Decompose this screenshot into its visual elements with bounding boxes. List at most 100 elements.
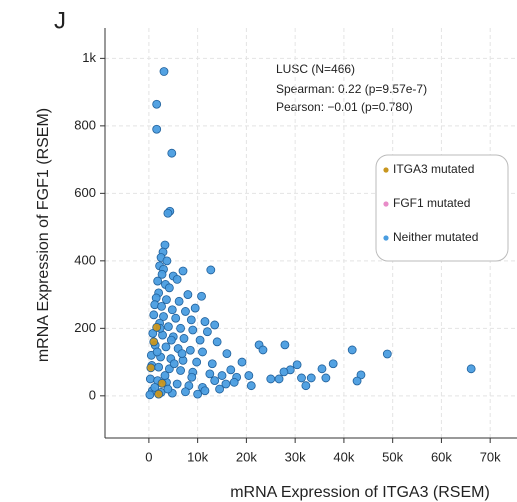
x-tick-label: 20k xyxy=(236,449,257,464)
point xyxy=(207,359,217,369)
point xyxy=(157,378,167,388)
point xyxy=(162,295,171,305)
point xyxy=(217,371,227,380)
point xyxy=(222,349,232,359)
point xyxy=(382,349,392,359)
point xyxy=(152,99,162,109)
point xyxy=(192,357,202,367)
point xyxy=(152,347,162,357)
legend-marker xyxy=(383,201,389,207)
x-tick-label: 70k xyxy=(480,449,501,464)
point xyxy=(237,357,247,367)
point xyxy=(210,376,220,386)
point xyxy=(174,296,184,306)
point xyxy=(297,373,306,383)
point xyxy=(149,310,159,320)
legend: ITGA3 mutated FGF1 mutated Neither mutated xyxy=(375,154,509,262)
point xyxy=(328,359,338,369)
panel-label: J xyxy=(54,7,66,34)
point xyxy=(172,379,182,389)
point xyxy=(321,373,331,383)
point xyxy=(197,291,206,301)
point xyxy=(280,340,290,350)
point xyxy=(166,335,176,345)
point xyxy=(202,327,212,337)
point xyxy=(244,371,254,380)
point xyxy=(167,305,177,315)
point xyxy=(301,381,311,391)
point xyxy=(356,370,366,380)
point xyxy=(159,312,168,321)
annotation: LUSC (N=466) xyxy=(276,62,355,76)
point xyxy=(163,384,173,394)
point xyxy=(258,345,268,355)
point xyxy=(205,369,215,379)
legend-marker xyxy=(383,235,389,241)
legend-label: Neither mutated xyxy=(393,230,478,244)
point xyxy=(164,283,174,293)
point xyxy=(466,364,476,374)
point xyxy=(215,384,224,394)
point xyxy=(246,381,256,391)
x-tick-label: 60k xyxy=(431,449,452,464)
y-tick-label: 400 xyxy=(74,252,96,267)
point xyxy=(347,345,357,355)
x-tick-label: 30k xyxy=(285,449,306,464)
point xyxy=(183,290,193,299)
point xyxy=(167,148,177,158)
point xyxy=(148,328,158,338)
point xyxy=(188,325,198,335)
point xyxy=(149,337,159,347)
point xyxy=(352,376,362,386)
x-tick-label: 10k xyxy=(187,449,208,464)
point xyxy=(146,363,156,373)
legend-marker xyxy=(383,167,389,173)
point xyxy=(306,373,316,383)
annotation: Spearman: 0.22 (p=9.57e-7) xyxy=(276,82,427,96)
point xyxy=(195,335,205,345)
point xyxy=(159,67,169,76)
point xyxy=(193,389,203,399)
point xyxy=(157,269,167,279)
point xyxy=(163,322,173,332)
point xyxy=(206,265,216,275)
point xyxy=(177,349,187,359)
point xyxy=(178,266,188,276)
point xyxy=(176,366,185,375)
point xyxy=(152,124,162,134)
point xyxy=(226,365,236,375)
point xyxy=(181,387,190,397)
point xyxy=(154,389,164,399)
point xyxy=(172,274,182,284)
y-tick-label: 1k xyxy=(82,50,96,65)
point xyxy=(317,364,327,374)
point xyxy=(181,307,190,316)
y-tick-label: 0 xyxy=(89,387,96,402)
point xyxy=(145,374,155,384)
point xyxy=(179,334,189,343)
point xyxy=(229,377,239,387)
legend-label: ITGA3 mutated xyxy=(393,162,474,176)
x-tick-label: 0 xyxy=(145,449,152,464)
point xyxy=(190,303,200,313)
point xyxy=(169,359,179,369)
legend-label: FGF1 mutated xyxy=(393,196,470,210)
point xyxy=(152,322,162,332)
y-tick-label: 800 xyxy=(74,117,96,132)
point xyxy=(274,374,284,384)
point xyxy=(153,276,163,286)
point xyxy=(186,315,196,325)
y-axis-title: mRNA Expression of FGF1 (RSEM) xyxy=(35,108,52,362)
y-tick-label: 600 xyxy=(74,185,96,200)
y-tick-label: 200 xyxy=(74,320,96,335)
point xyxy=(157,301,166,311)
point xyxy=(150,382,160,392)
point xyxy=(212,337,222,347)
point xyxy=(279,367,289,377)
point xyxy=(154,362,164,372)
point xyxy=(185,345,195,355)
point xyxy=(198,347,207,357)
point xyxy=(221,379,231,389)
x-tick-label: 40k xyxy=(333,449,354,464)
